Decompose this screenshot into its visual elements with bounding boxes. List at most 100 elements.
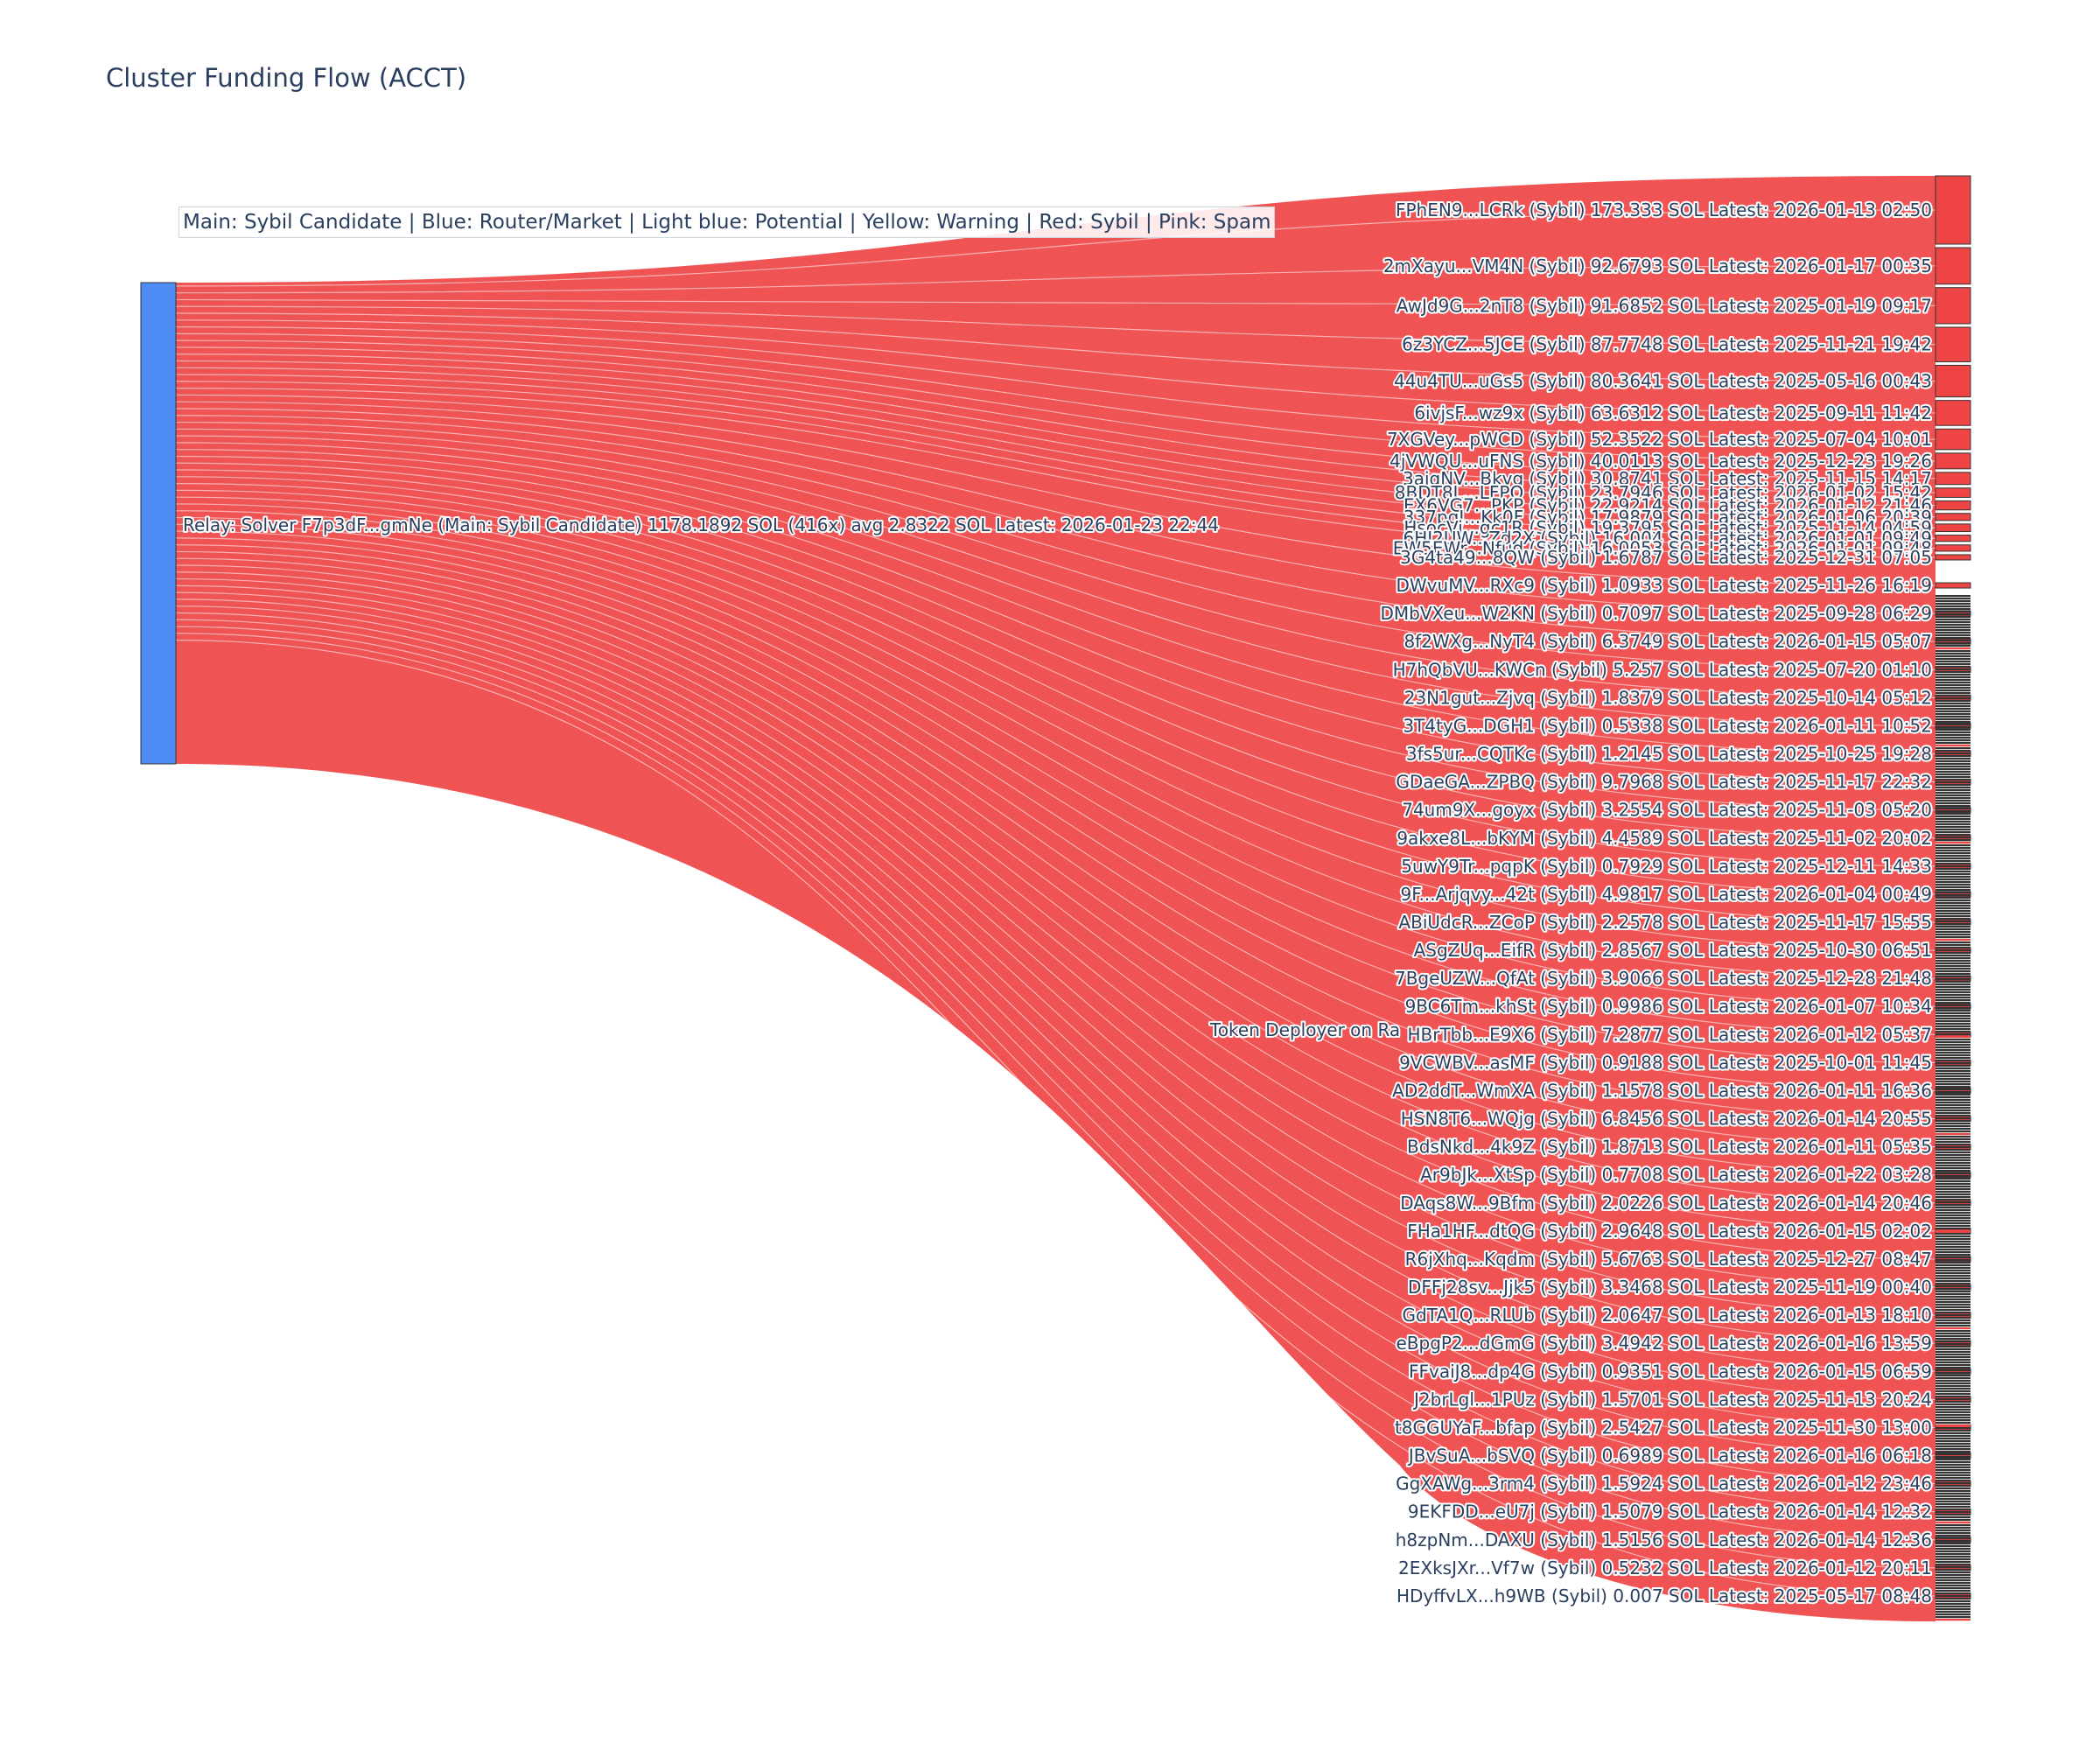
minor-target-node [1936,1598,1970,1600]
minor-target-node [1936,1212,1970,1214]
minor-target-node [1936,1540,1970,1543]
target-node[interactable] [1935,1172,1971,1179]
source-node[interactable] [140,282,177,765]
minor-target-node [1936,1073,1970,1075]
minor-target-node [1936,1033,1970,1036]
minor-target-node [1936,986,1970,989]
minor-target-node [1936,792,1970,794]
minor-target-node [1936,984,1970,986]
target-node[interactable] [1935,500,1971,511]
target-node-label: 9BC6Tm...khSt (Sybil) 0.9986 SOL Latest:… [1405,996,1932,1017]
minor-target-node [1936,1178,1970,1180]
minor-target-node [1936,1516,1970,1519]
target-node[interactable] [1935,287,1971,325]
minor-target-node [1936,1068,1970,1070]
target-node[interactable] [1935,554,1971,561]
target-node[interactable] [1935,364,1971,398]
minor-target-node [1936,668,1970,671]
target-node[interactable] [1935,400,1971,426]
minor-target-node [1936,1611,1970,1614]
minor-target-node [1936,629,1970,632]
minor-target-node [1936,1102,1970,1104]
minor-target-node [1936,1535,1970,1537]
minor-target-node [1936,1427,1970,1430]
target-node[interactable] [1935,452,1971,470]
minor-target-node [1936,1007,1970,1010]
minor-target-node [1936,1256,1970,1259]
minor-target-node [1936,1466,1970,1469]
target-node-label: 2mXayu...VM4N (Sybil) 92.6793 SOL Latest… [1383,256,1932,276]
minor-target-node [1936,1230,1970,1233]
target-node[interactable] [1935,1452,1971,1460]
minor-target-node [1936,1574,1970,1577]
target-node[interactable] [1935,582,1971,589]
minor-target-node [1936,1136,1970,1138]
target-node[interactable] [1935,544,1971,552]
minor-target-node [1936,1288,1970,1291]
minor-target-node [1936,871,1970,873]
minor-target-node [1936,734,1970,737]
minor-target-node [1936,1459,1970,1461]
flow-separator [175,640,1936,1597]
minor-target-node [1936,1188,1970,1191]
target-node-label: 2EXksJXr...Vf7w (Sybil) 0.5232 SOL Lates… [1398,1558,1932,1578]
minor-target-node [1936,1558,1970,1561]
minor-target-node [1936,949,1970,952]
minor-target-node [1936,839,1970,842]
minor-target-node [1936,1012,1970,1015]
minor-target-node [1936,1057,1970,1060]
minor-target-node [1936,1262,1970,1264]
target-node[interactable] [1935,1536,1971,1544]
minor-target-node [1936,968,1970,970]
minor-target-node [1936,1125,1970,1128]
target-node[interactable] [1935,472,1971,486]
minor-target-node [1936,1272,1970,1275]
target-node[interactable] [1935,722,1971,729]
target-node[interactable] [1935,1256,1971,1263]
minor-target-node [1936,1128,1970,1130]
minor-target-node [1936,1130,1970,1133]
target-node[interactable] [1935,807,1971,814]
flow-separator [175,312,1936,382]
minor-target-node [1936,1233,1970,1236]
minor-target-node [1936,1207,1970,1209]
target-node[interactable] [1935,523,1971,533]
minor-target-node [1936,1088,1970,1091]
minor-target-node [1936,1062,1970,1065]
flow-separator [175,476,1936,923]
minor-target-node [1936,732,1970,734]
flow-separator [175,510,1936,1063]
flow-separator [175,530,1936,1148]
minor-target-node [1936,1404,1970,1406]
target-node[interactable] [1935,1003,1971,1010]
minor-target-node [1936,1138,1970,1141]
flow-separator [175,489,1936,979]
minor-target-node [1936,1314,1970,1317]
target-node[interactable] [1935,428,1971,451]
minor-target-node [1936,661,1970,663]
minor-target-node [1936,1451,1970,1453]
minor-target-node [1936,1424,1970,1427]
target-node[interactable] [1935,535,1971,542]
minor-target-node [1936,1577,1970,1579]
target-node[interactable] [1935,247,1971,285]
target-node[interactable] [1935,1087,1971,1094]
target-node[interactable] [1935,891,1971,898]
target-node[interactable] [1935,513,1971,522]
target-node[interactable] [1935,487,1971,498]
flow-separator [175,346,1936,494]
flow-separator [175,374,1936,539]
minor-target-node [1936,1162,1970,1165]
minor-target-node [1936,1104,1970,1107]
flow-separator [175,537,1936,1176]
minor-target-node [1936,894,1970,897]
target-node[interactable] [1935,326,1971,362]
minor-target-node [1936,1414,1970,1417]
target-node-label: Ar9bJk...XtSp (Sybil) 0.7708 SOL Latest:… [1420,1165,1932,1186]
target-node[interactable] [1935,175,1971,245]
minor-target-node [1936,900,1970,902]
minor-target-node [1936,682,1970,684]
target-node[interactable] [1935,1368,1971,1375]
flow-separator [175,564,1936,1288]
